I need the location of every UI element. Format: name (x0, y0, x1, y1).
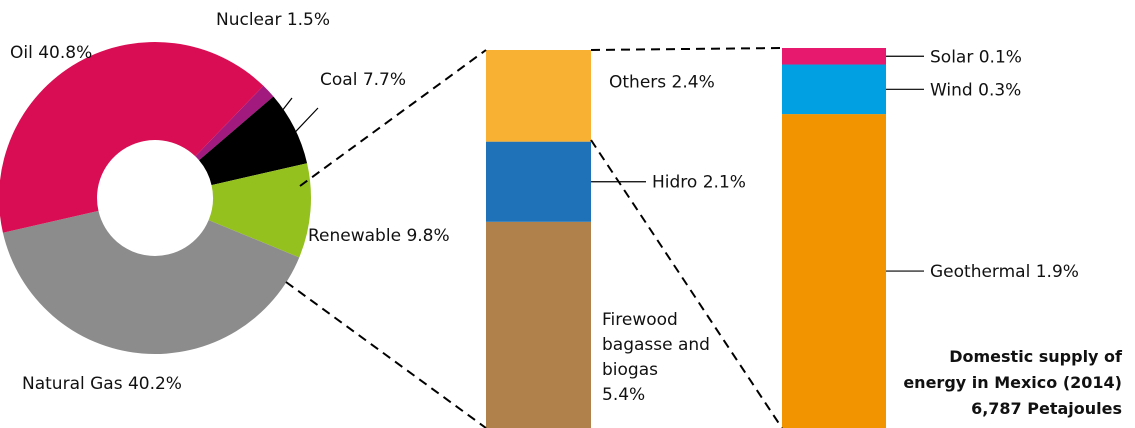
label-geothermal: Geothermal 1.9% (930, 262, 1079, 282)
label-line: Firewood (602, 310, 678, 330)
label-line: Wind 0.3% (930, 80, 1021, 100)
pie-chart (0, 42, 311, 354)
label-line: Solar 0.1% (930, 47, 1022, 67)
connector-line-1 (299, 49, 487, 187)
slice-natural-gas (2, 210, 300, 354)
label-line: Geothermal 1.9% (930, 262, 1079, 282)
label-hidro: Hidro 2.1% (652, 173, 746, 193)
connector-line-2 (285, 281, 487, 428)
renewable-breakdown-bar: Firewood bagasse and biogas 5.4% Hidro 2.1% O… (486, 50, 746, 428)
label-line: bagasse and (602, 335, 710, 355)
label-solar: Solar 0.1% (930, 47, 1022, 67)
pie-labels: Nuclear 1.5% Coal 7.7% Renewable 9.8% Natur… (10, 10, 450, 394)
label-others: Others 2.4% (609, 73, 715, 93)
chart-title-line-2: energy in Mexico (2014) (903, 373, 1122, 392)
breakdown-connectors (285, 47, 783, 428)
segment-solar (782, 48, 886, 65)
label-wind: Wind 0.3% (930, 80, 1021, 100)
chart-title-line-1: Domestic supply of (949, 347, 1123, 366)
label-natural-gas: Natural Gas 40.2% (22, 374, 182, 394)
label-line: Hidro 2.1% (652, 173, 746, 193)
others-breakdown-bar: Geothermal 1.9% Wind 0.3% Solar 0.1% (782, 47, 1079, 428)
label-oil: Oil 40.8% (10, 43, 92, 63)
label-line: Others 2.4% (609, 73, 715, 93)
label-line: biogas (602, 360, 658, 380)
segment-others (486, 50, 591, 142)
slice-nuclear (195, 85, 274, 161)
segment-hidro (486, 141, 591, 222)
slice-oil (0, 42, 264, 233)
label-coal: Coal 7.7% (320, 70, 406, 90)
connector-line-3 (590, 47, 783, 51)
chart-title-line-3: 6,787 Petajoules (971, 399, 1122, 418)
segment-wind (782, 64, 886, 115)
label-firewood-bagasse-and-biogas: Firewood bagasse and biogas 5.4% (602, 310, 710, 405)
slice-coal (199, 96, 308, 186)
label-line: 5.4% (602, 385, 645, 405)
label-renewable: Renewable 9.8% (308, 226, 450, 246)
label-nuclear: Nuclear 1.5% (216, 10, 330, 30)
leader-nuclear (270, 97, 293, 126)
slice-renewable (208, 163, 311, 258)
connector-line-4 (590, 139, 783, 428)
segment-geothermal (782, 114, 886, 428)
leader-coal (263, 107, 319, 166)
segment-firewood-bagasse-and-biogas (486, 221, 591, 428)
